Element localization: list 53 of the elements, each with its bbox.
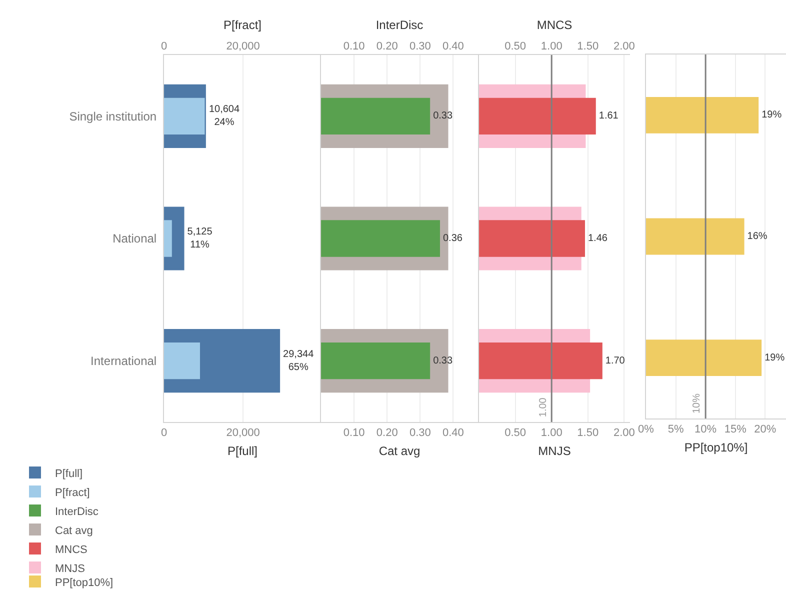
bar bbox=[164, 98, 205, 135]
legend-label: Cat avg bbox=[55, 524, 93, 537]
x-tick-label: 0.40 bbox=[442, 40, 464, 53]
bar bbox=[479, 342, 602, 380]
y-tick-label: International bbox=[90, 354, 157, 368]
data-label: 29,344 65% bbox=[283, 348, 314, 373]
x-tick-label: 0.20 bbox=[376, 40, 398, 53]
legend-label: InterDisc bbox=[55, 506, 99, 518]
legend-label: MNCS bbox=[55, 544, 88, 556]
bar bbox=[164, 342, 200, 380]
x-tick-label: 0 bbox=[160, 40, 168, 53]
legend-label: P[fract] bbox=[55, 486, 90, 499]
x-tick-label: 1.00 bbox=[540, 40, 562, 53]
x-tick-label: 0% bbox=[638, 424, 654, 436]
x-axis-title: Cat avg bbox=[378, 444, 420, 458]
x-tick-label: 0.50 bbox=[504, 40, 526, 53]
legend-label: PP[top10%] bbox=[55, 576, 114, 589]
x-tick-label: 2.00 bbox=[613, 40, 635, 53]
x2-axis-title: P[fract] bbox=[223, 18, 262, 32]
y-tick-label: National bbox=[112, 232, 157, 246]
x-axis-title: MNJS bbox=[538, 444, 571, 458]
x-tick-label: 10% bbox=[694, 424, 717, 436]
legend-label: MNJS bbox=[55, 562, 85, 575]
x-tick-label: 20,000 bbox=[226, 40, 260, 53]
x-tick-label: 15% bbox=[724, 424, 747, 436]
x-axis-title: PP[top10%] bbox=[684, 440, 748, 455]
bar bbox=[479, 220, 585, 257]
data-label: 0.36 bbox=[442, 233, 463, 244]
data-label: 1.46 bbox=[588, 233, 608, 244]
x2-axis-title: InterDisc bbox=[376, 18, 424, 32]
y-tick-label: Single institution bbox=[69, 109, 157, 124]
x-tick-label: 20% bbox=[754, 424, 776, 436]
x-tick-label: 1.50 bbox=[577, 40, 599, 53]
data-label: 10,604 24% bbox=[208, 104, 240, 128]
x-tick-label: 0.10 bbox=[343, 40, 365, 53]
x-tick-label: 0.30 bbox=[409, 40, 431, 53]
data-label: 1.61 bbox=[598, 110, 619, 122]
data-label: 19% bbox=[762, 110, 782, 121]
x-tick-label: 5% bbox=[668, 424, 684, 436]
ref-line-label: 10% bbox=[692, 393, 703, 414]
data-label: 5,125 11% bbox=[187, 226, 213, 250]
x-axis-title: P[full] bbox=[227, 444, 258, 458]
data-label: 1.70 bbox=[605, 355, 626, 366]
bar bbox=[321, 220, 440, 257]
bar bbox=[479, 98, 596, 135]
x2-axis-title: MNCS bbox=[536, 18, 572, 32]
data-label: 19% bbox=[764, 352, 785, 364]
ref-line-label: 1.00 bbox=[538, 397, 550, 418]
bar bbox=[164, 220, 172, 257]
data-label: 16% bbox=[747, 231, 768, 242]
legend-label: P[full] bbox=[55, 468, 83, 480]
bar bbox=[321, 98, 430, 135]
bar bbox=[321, 342, 430, 380]
